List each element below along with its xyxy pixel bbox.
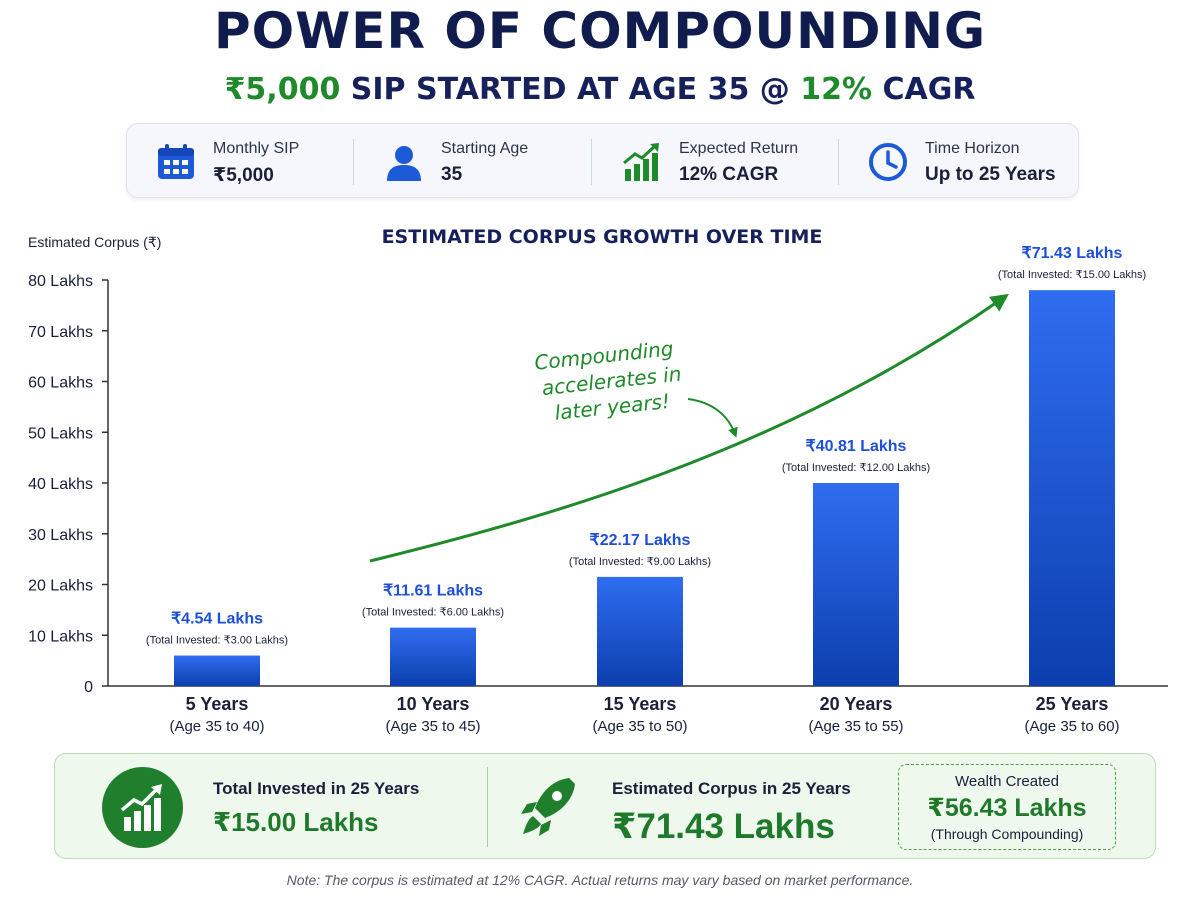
- invested-label: Total Invested in 25 Years: [213, 779, 420, 798]
- corpus-value: ₹71.43 Lakhs: [612, 807, 835, 846]
- info-label: Time Horizon: [925, 140, 1020, 157]
- wealth-value: ₹56.43 Lakhs: [927, 794, 1087, 822]
- user-icon: [387, 146, 421, 181]
- bar-invested-label: (Total Invested: ₹3.00 Lakhs): [146, 635, 288, 647]
- wealth-created-box: Wealth Created ₹56.43 Lakhs (Through Com…: [898, 764, 1116, 850]
- growth-bars-icon: [120, 784, 162, 831]
- info-divider: [591, 139, 592, 185]
- x-category-label: 10 Years: [397, 694, 470, 714]
- subtitle-text: SIP STARTED AT AGE 35 @: [340, 72, 801, 107]
- corpus-bar: [597, 576, 683, 686]
- x-category-sublabel: (Age 35 to 45): [385, 718, 480, 735]
- y-tick-label: 40 Lakhs: [28, 476, 93, 493]
- bar-invested-label: (Total Invested: ₹12.00 Lakhs): [782, 462, 930, 474]
- summary-panel: Total Invested in 25 Years ₹15.00 Lakhs …: [54, 753, 1156, 859]
- wealth-subtext: (Through Compounding): [930, 826, 1084, 842]
- x-category-label: 25 Years: [1036, 694, 1109, 714]
- x-category-sublabel: (Age 35 to 40): [169, 718, 264, 735]
- x-category-label: 15 Years: [604, 694, 677, 714]
- info-label: Expected Return: [679, 140, 799, 157]
- summary-divider: [487, 767, 488, 847]
- annotation-arrow: [687, 398, 738, 438]
- y-tick-label: 60 Lakhs: [28, 375, 93, 392]
- corpus-bar: [174, 655, 260, 686]
- y-tick-label: 70 Lakhs: [28, 324, 93, 341]
- growth-chart-icon: [623, 143, 659, 181]
- invested-value: ₹15.00 Lakhs: [213, 807, 379, 837]
- corpus-label: Estimated Corpus in 25 Years: [612, 779, 851, 798]
- y-tick-label: 50 Lakhs: [28, 425, 93, 442]
- info-value: Up to 25 Years: [925, 164, 1056, 185]
- bar-value-label: ₹4.54 Lakhs: [171, 611, 263, 628]
- wealth-label: Wealth Created: [955, 773, 1059, 790]
- x-category-sublabel: (Age 35 to 60): [1024, 718, 1119, 735]
- subtitle-amount: ₹5,000: [224, 72, 341, 107]
- subtitle-cagr: CAGR: [872, 72, 976, 107]
- sip-info-strip: Monthly SIP ₹5,000 Starting Age 35 Expec…: [126, 123, 1079, 198]
- bar-invested-label: (Total Invested: ₹9.00 Lakhs): [569, 556, 711, 568]
- disclaimer-note: Note: The corpus is estimated at 12% CAG…: [286, 872, 914, 888]
- y-tick-label: 30 Lakhs: [28, 527, 93, 544]
- y-tick-label: 0: [84, 679, 93, 696]
- calendar-icon: [158, 144, 194, 179]
- bar-value-label: ₹11.61 Lakhs: [383, 583, 483, 600]
- rocket-icon: [521, 778, 575, 836]
- y-tick-label: 80 Lakhs: [28, 273, 93, 290]
- y-tick-label: 20 Lakhs: [28, 578, 93, 595]
- x-category-sublabel: (Age 35 to 50): [592, 718, 687, 735]
- page-title: POWER OF COMPOUNDING: [214, 2, 986, 60]
- corpus-bar: [390, 627, 476, 686]
- bar-value-label: ₹40.81 Lakhs: [806, 438, 907, 455]
- info-label: Starting Age: [441, 140, 529, 157]
- bar-invested-label: (Total Invested: ₹6.00 Lakhs): [362, 607, 504, 619]
- bar-value-label: ₹22.17 Lakhs: [590, 532, 691, 549]
- info-value: 35: [441, 164, 463, 185]
- y-tick-label: 10 Lakhs: [28, 628, 93, 645]
- info-label: Monthly SIP: [213, 140, 300, 157]
- corpus-growth-chart: Estimated Corpus (₹) ESTIMATED CORPUS GR…: [28, 226, 1168, 735]
- info-value: 12% CAGR: [679, 164, 779, 185]
- growth-arrow: [369, 293, 1009, 563]
- x-category-label: 20 Years: [820, 694, 893, 714]
- info-value: ₹5,000: [213, 165, 274, 186]
- bar-value-label: ₹71.43 Lakhs: [1022, 245, 1123, 262]
- corpus-bar: [1029, 290, 1115, 686]
- corpus-bar: [813, 483, 899, 686]
- info-divider: [838, 139, 839, 185]
- x-category-label: 5 Years: [186, 694, 249, 714]
- bar-invested-label: (Total Invested: ₹15.00 Lakhs): [998, 269, 1146, 281]
- compounding-annotation: Compounding accelerates in later years!: [533, 336, 682, 425]
- x-category-sublabel: (Age 35 to 55): [808, 718, 903, 735]
- subtitle-rate: 12%: [800, 72, 873, 107]
- info-divider: [353, 139, 354, 185]
- invested-icon-badge: [102, 767, 183, 848]
- y-axis-label: Estimated Corpus (₹): [28, 234, 161, 250]
- clock-icon: [869, 143, 907, 181]
- chart-title: ESTIMATED CORPUS GROWTH OVER TIME: [382, 226, 823, 248]
- page-subtitle: ₹5,000 SIP STARTED AT AGE 35 @ 12% CAGR: [0, 72, 1200, 107]
